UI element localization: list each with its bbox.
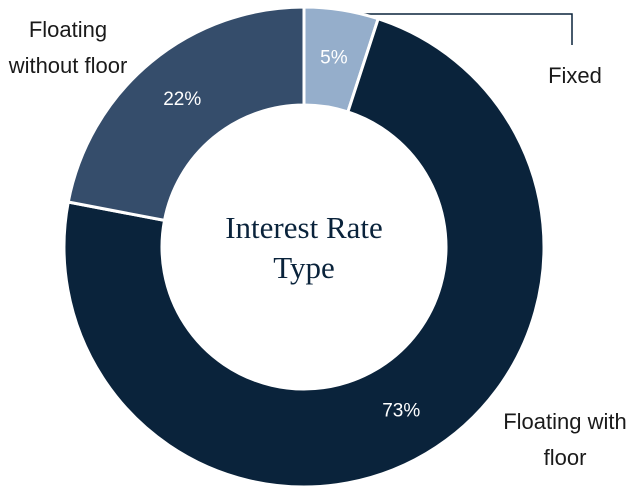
value-label: 73% [382, 400, 420, 421]
donut-slice [66, 5, 306, 223]
value-label: 5% [320, 47, 348, 68]
value-label: 22% [163, 89, 201, 110]
category-label: Floating with floor [503, 409, 627, 470]
category-label: Fixed [548, 63, 602, 88]
donut-slice [62, 16, 546, 489]
chart-title: Interest Rate Type [225, 210, 383, 285]
category-label: Floating without floor [8, 17, 128, 78]
leader-line [352, 13, 573, 45]
